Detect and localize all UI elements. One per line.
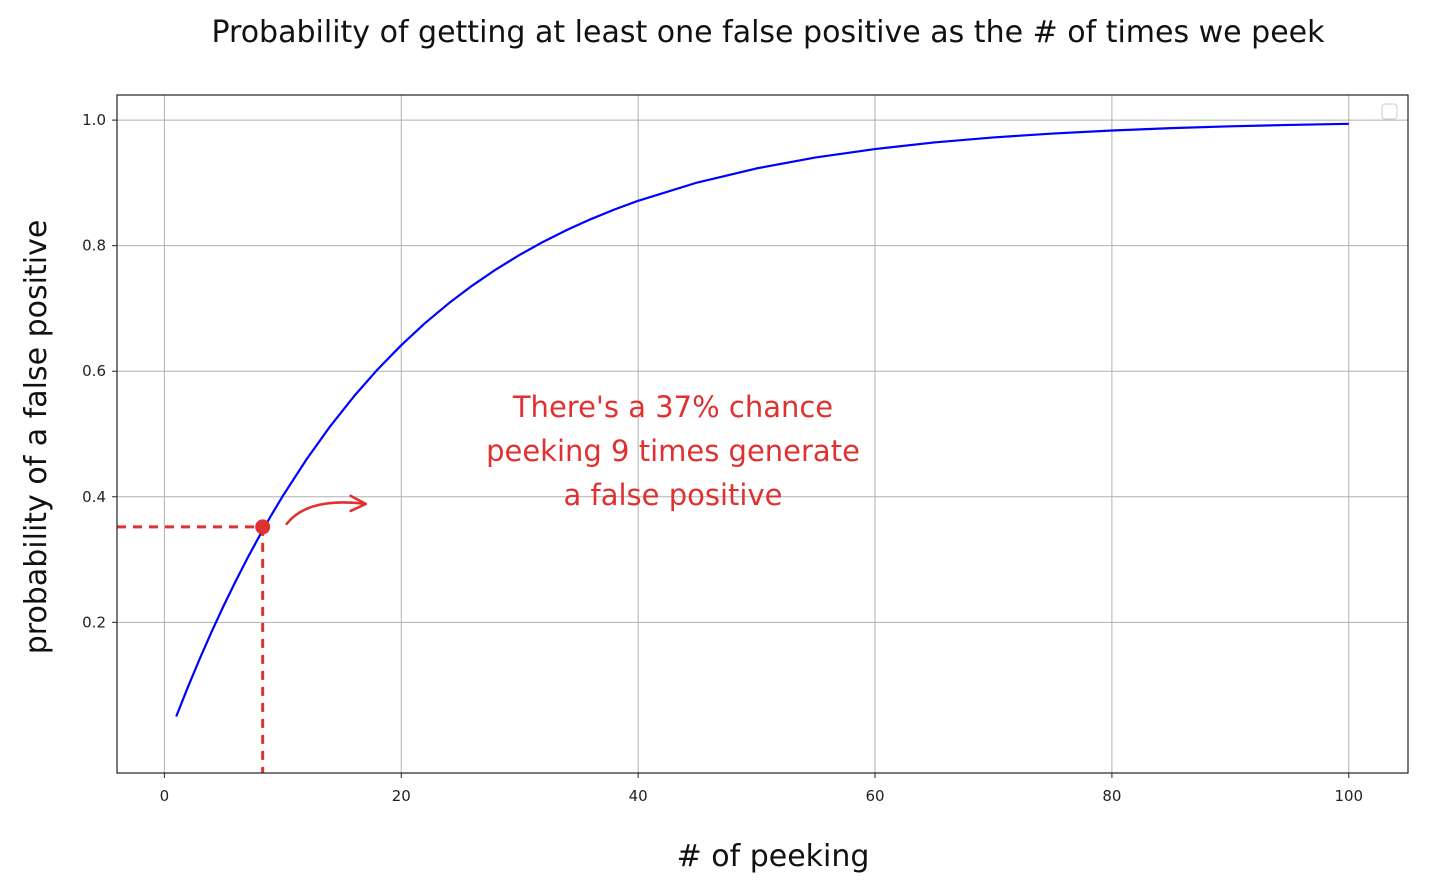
y-tick-label: 0.2 [82, 613, 106, 631]
x-axis-label: # of peeking [677, 839, 870, 874]
y-axis-label: probability of a false positive [19, 220, 54, 655]
annotation-text-line: a false positive [564, 478, 783, 512]
x-tick-label: 0 [160, 787, 170, 805]
highlight-point [255, 519, 271, 535]
annotation-arrowhead [349, 494, 367, 513]
grid-layer [117, 95, 1408, 773]
annotation-text-line: There's a 37% chance [512, 390, 833, 424]
annotation-layer: There's a 37% chance peeking 9 times gene… [117, 390, 860, 773]
annotation-text-line: peeking 9 times generate [486, 434, 860, 468]
x-tick-label: 100 [1334, 787, 1363, 805]
chart-title: Probability of getting at least one fals… [211, 15, 1325, 50]
x-tick-label: 80 [1102, 787, 1121, 805]
x-tick-label: 20 [392, 787, 411, 805]
y-tick-label: 1.0 [82, 111, 106, 129]
y-tick-label: 0.6 [82, 362, 106, 380]
x-tick-label: 40 [629, 787, 648, 805]
plot-frame [116, 94, 1409, 774]
y-tick-label: 0.4 [82, 488, 106, 506]
legend-box [1381, 103, 1398, 120]
series-line [175, 122, 1349, 717]
series-layer [175, 122, 1349, 717]
x-tick-label: 60 [865, 787, 884, 805]
tick-layer: 0 20 40 60 80 100 0.2 0.4 0.6 0.8 1.0 [82, 111, 1363, 805]
y-tick-label: 0.8 [82, 237, 106, 255]
annotation-arrow [285, 501, 367, 526]
